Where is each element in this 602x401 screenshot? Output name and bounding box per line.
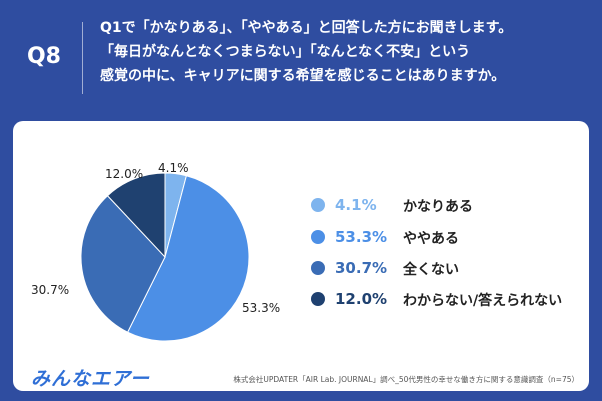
legend-item-yaya: 53.3% ややある: [311, 227, 589, 247]
chart-card: 4.1% 53.3% 30.7% 12.0% 4.1% かなりある 53.3% …: [13, 121, 589, 391]
header-banner: Q8 Q1で「かなりある」、「ややある」と回答した方にお聞きします。 「毎日がな…: [0, 0, 602, 110]
legend-item-mattaku: 30.7% 全くない: [311, 258, 589, 278]
legend-item-kanari: 4.1% かなりある: [311, 195, 589, 215]
source-note: 株式会社UPDATER「AIR Lab. JOURNAL」調べ_50代男性の幸せ…: [233, 375, 579, 384]
pie-slice-mattaku: [80, 195, 166, 333]
legend-swatch: [311, 198, 325, 212]
pie-chart: [80, 172, 250, 342]
question-line-2: 「毎日がなんとなくつまらない」「なんとなく不安」という: [100, 44, 471, 60]
question-number: Q8: [26, 44, 61, 69]
legend-percent: 30.7%: [335, 259, 388, 277]
pie-label-yaya: 53.3%: [242, 301, 281, 315]
legend-swatch: [311, 292, 325, 306]
question-line-1: Q1で「かなりある」、「ややある」と回答した方にお聞きします。: [100, 20, 513, 36]
pie-label-wakaranai: 12.0%: [105, 167, 144, 181]
legend-percent: 4.1%: [335, 196, 377, 214]
pie-label-mattaku: 30.7%: [31, 283, 70, 297]
legend-swatch: [311, 230, 325, 244]
legend-swatch: [311, 261, 325, 275]
legend-percent: 53.3%: [335, 228, 388, 246]
legend-label: わからない/答えられない: [403, 293, 563, 309]
question-text: Q1で「かなりある」、「ややある」と回答した方にお聞きします。 「毎日がなんとな…: [100, 16, 592, 88]
pie-slice-wakaranai: [106, 172, 166, 259]
legend-label: ややある: [403, 231, 459, 247]
brand-logo: みんなエアー: [31, 368, 150, 390]
question-line-3: 感覚の中に、キャリアに関する希望を感じることはありますか。: [100, 68, 506, 84]
header-divider: [82, 22, 83, 94]
legend-item-wakaranai: 12.0% わからない/答えられない: [311, 289, 589, 309]
legend-label: かなりある: [403, 199, 473, 215]
pie-label-kanari: 4.1%: [158, 161, 189, 175]
legend-percent: 12.0%: [335, 290, 388, 308]
pie-slice-yaya: [126, 175, 250, 342]
legend-label: 全くない: [403, 262, 459, 278]
